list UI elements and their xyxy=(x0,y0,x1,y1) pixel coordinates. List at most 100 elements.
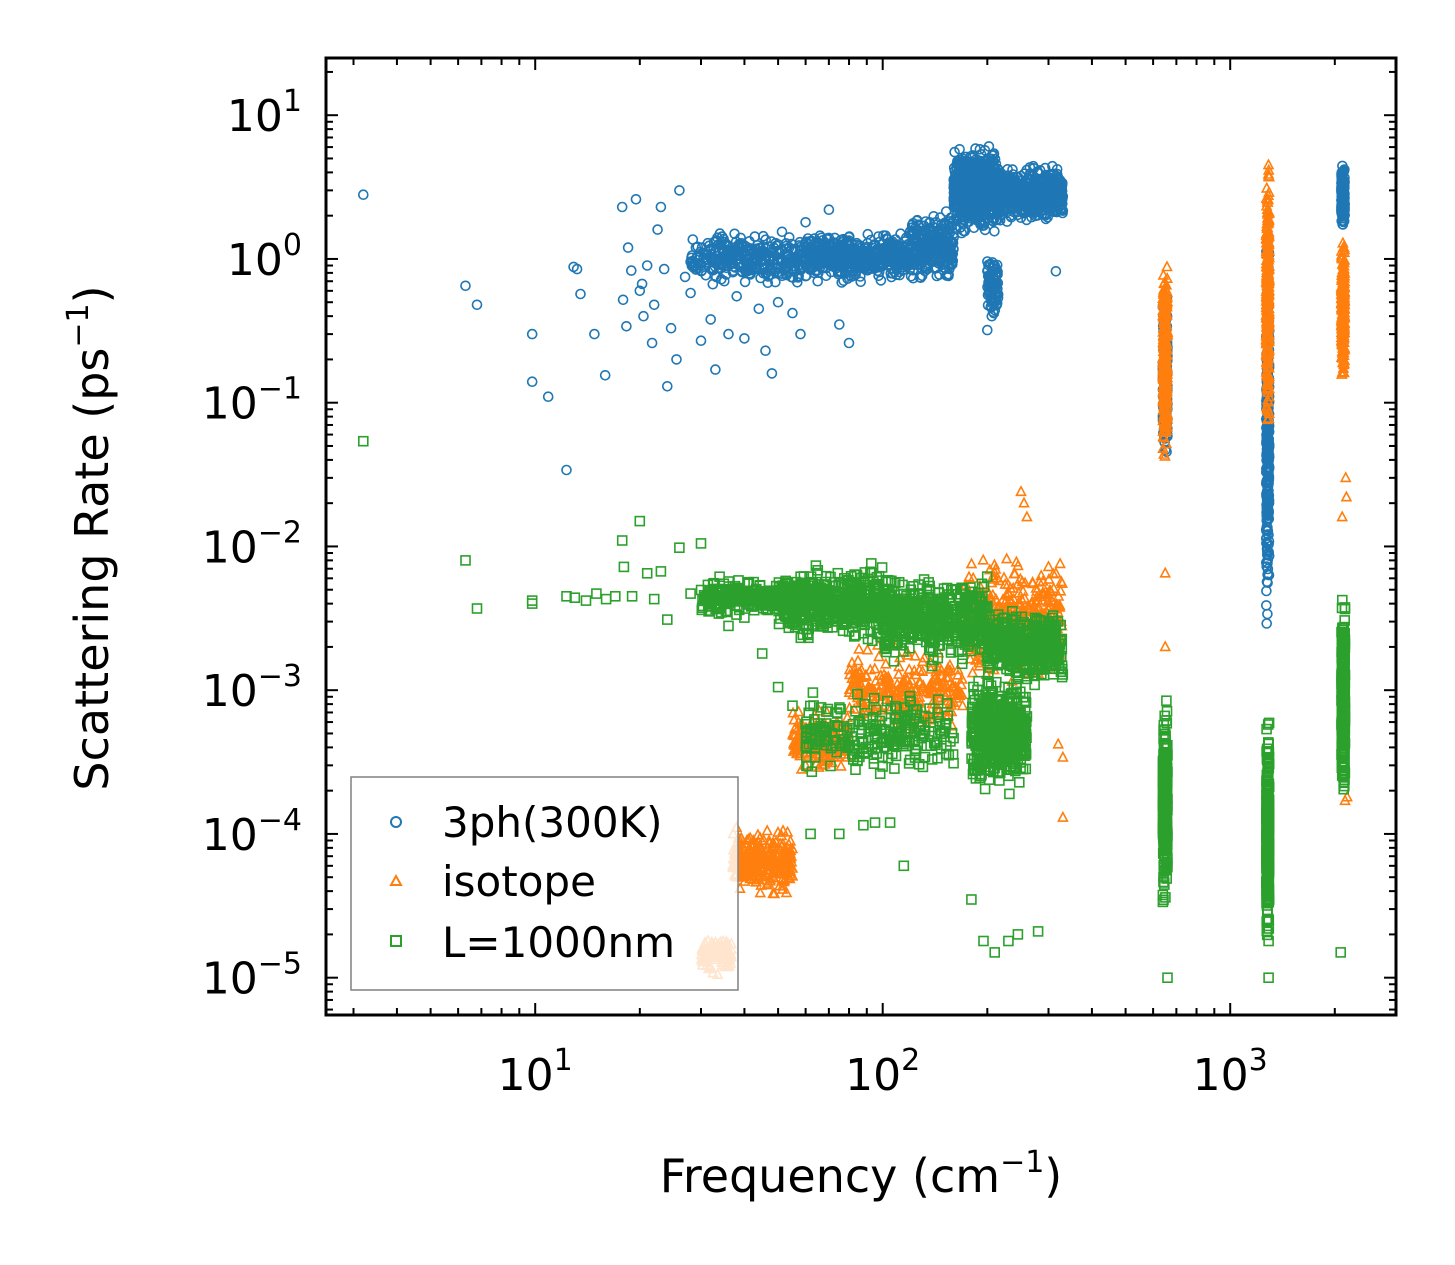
point-circle xyxy=(823,204,835,215)
point-circle xyxy=(770,237,782,249)
point-circle xyxy=(907,272,919,284)
point-circle xyxy=(638,310,649,322)
point-circle xyxy=(780,238,792,249)
point-circle xyxy=(848,270,859,282)
point-circle xyxy=(760,268,772,280)
point-circle xyxy=(857,253,868,265)
point-circle xyxy=(630,194,642,205)
point-circle xyxy=(916,225,927,237)
point-circle xyxy=(655,201,667,213)
point-circle xyxy=(808,239,819,250)
point-circle xyxy=(690,257,701,269)
point-circle xyxy=(787,307,798,319)
point-circle xyxy=(821,248,833,260)
point-circle xyxy=(526,328,538,340)
point-triangle xyxy=(977,553,990,565)
point-circle xyxy=(920,246,932,257)
point-circle xyxy=(941,270,952,281)
point-circle xyxy=(929,262,940,274)
point-circle xyxy=(625,265,637,276)
point-triangle xyxy=(861,643,874,655)
point-circle xyxy=(695,335,707,347)
point-circle xyxy=(772,296,784,308)
point-circle xyxy=(718,254,730,266)
point-circle xyxy=(1262,608,1273,620)
point-circle xyxy=(665,322,677,334)
point-circle xyxy=(770,245,782,257)
point-triangle xyxy=(1157,268,1170,280)
point-circle xyxy=(890,234,901,245)
point-circle xyxy=(838,262,849,274)
point-circle xyxy=(739,333,750,344)
point-circle xyxy=(887,268,899,279)
point-triangle xyxy=(1000,552,1013,564)
point-circle xyxy=(941,236,952,247)
point-circle xyxy=(791,251,803,263)
point-circle xyxy=(910,249,922,261)
point-circle xyxy=(725,254,736,266)
point-circle xyxy=(770,276,781,288)
point-circle xyxy=(739,276,751,288)
point-circle xyxy=(885,248,897,260)
point-circle xyxy=(731,290,743,302)
point-triangle xyxy=(852,654,864,666)
point-circle xyxy=(815,251,827,263)
point-circle xyxy=(892,256,903,268)
point-circle xyxy=(943,220,954,231)
point-circle xyxy=(616,201,628,213)
point-circle xyxy=(872,261,884,273)
point-circle xyxy=(921,263,933,275)
point-circle xyxy=(800,217,811,228)
point-circle xyxy=(946,238,958,249)
point-circle xyxy=(652,224,663,235)
point-circle xyxy=(716,231,728,243)
point-circle xyxy=(810,245,821,257)
point-circle xyxy=(674,185,685,196)
point-circle xyxy=(706,264,718,276)
point-circle xyxy=(719,236,730,248)
point-circle xyxy=(844,269,856,281)
point-circle xyxy=(918,220,930,232)
point-circle xyxy=(808,244,820,256)
point-circle xyxy=(760,234,772,245)
point-circle xyxy=(936,219,947,230)
point-circle xyxy=(646,337,658,349)
point-circle xyxy=(692,262,703,274)
point-circle xyxy=(679,271,691,283)
point-circle xyxy=(589,328,600,340)
point-circle xyxy=(947,255,959,267)
point-circle xyxy=(850,263,862,274)
point-circle xyxy=(883,239,895,250)
data-points xyxy=(357,141,1353,984)
point-circle xyxy=(658,263,670,275)
point-circle xyxy=(831,262,842,274)
point-circle xyxy=(766,368,778,379)
point-circle xyxy=(705,314,717,325)
point-circle xyxy=(862,228,874,240)
point-circle xyxy=(915,238,926,249)
point-circle xyxy=(1261,618,1272,629)
point-circle xyxy=(981,324,993,336)
point-circle xyxy=(931,233,943,244)
point-circle xyxy=(832,268,844,280)
point-circle xyxy=(763,251,775,263)
point-circle xyxy=(717,244,729,255)
point-circle xyxy=(850,259,861,271)
point-circle xyxy=(621,320,632,332)
point-circle xyxy=(776,226,788,238)
point-circle xyxy=(947,248,959,260)
point-circle xyxy=(843,337,855,349)
point-circle xyxy=(648,299,660,311)
point-circle xyxy=(641,260,653,271)
point-circle xyxy=(710,245,721,256)
point-circle xyxy=(709,270,721,282)
point-triangle xyxy=(853,642,865,654)
point-triangle xyxy=(761,824,774,836)
point-circle xyxy=(460,280,471,292)
point-circle xyxy=(795,328,806,340)
point-circle xyxy=(561,464,572,476)
point-circle xyxy=(783,232,795,243)
point-circle xyxy=(710,364,721,375)
point-circle xyxy=(719,260,730,272)
